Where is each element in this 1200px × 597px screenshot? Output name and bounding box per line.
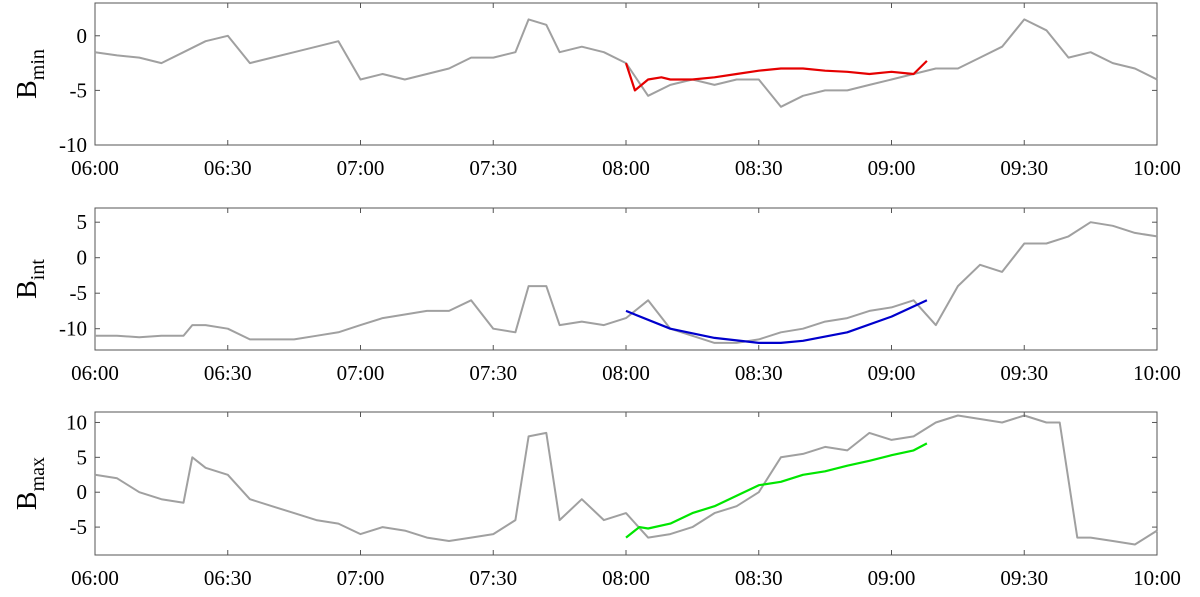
x-tick-label: 06:30 (204, 566, 252, 590)
x-tick-label: 08:30 (735, 566, 783, 590)
x-tick-label: 07:30 (469, 156, 517, 180)
series-raw (94, 414, 1158, 546)
plot-frame (94, 411, 1158, 556)
x-tick-label: 07:30 (469, 566, 517, 590)
x-tick-label: 08:30 (735, 361, 783, 385)
series-int_fit (625, 299, 928, 344)
x-tick-label: 07:00 (337, 156, 385, 180)
y-axis-label: Bmin (12, 49, 49, 99)
x-tick-label: 10:00 (1133, 156, 1181, 180)
x-tick-label: 06:00 (71, 566, 119, 590)
x-tick-label: 09:00 (868, 156, 916, 180)
x-tick-label: 07:30 (469, 361, 517, 385)
x-tick-label: 09:30 (1000, 156, 1048, 180)
x-tick-label: 07:00 (337, 361, 385, 385)
y-tick-label: 0 (77, 246, 88, 270)
plot-frame (94, 207, 1158, 351)
y-axis-label: Bmax (12, 457, 49, 510)
panel-1: 06:00 06:30 07:00 07:30 08:00 08:30 09:00 09:30… (12, 2, 1181, 180)
x-tick-label: 09:30 (1000, 361, 1048, 385)
panel-3: 06:00 06:30 07:00 07:30 08:00 08:30 09:00 09:30… (12, 410, 1181, 590)
y-axis-label-main: B (12, 80, 43, 99)
y-axis-label-sub: int (27, 259, 49, 281)
x-tick-label: 09:00 (868, 361, 916, 385)
x-tick-label: 06:00 (71, 156, 119, 180)
x-tick-label: 07:00 (337, 566, 385, 590)
y-axis-label-sub: max (27, 457, 49, 491)
y-tick-label: -5 (70, 281, 88, 305)
y-axis-label-sub: min (27, 49, 49, 80)
x-tick-label: 08:00 (602, 361, 650, 385)
panel-2: 06:00 06:30 07:00 07:30 08:00 08:30 09:00 09:30… (12, 207, 1181, 385)
y-tick-label: 5 (77, 445, 88, 469)
y-axis-label-main: B (12, 491, 43, 510)
x-tick-label: 08:00 (602, 156, 650, 180)
x-tick-label: 09:00 (868, 566, 916, 590)
plot-frame (94, 2, 1158, 146)
series-raw (95, 221, 1158, 344)
y-tick-label: 10 (66, 410, 87, 434)
y-tick-label: 0 (77, 480, 88, 504)
y-tick-label: -5 (70, 515, 88, 539)
x-tick-label: 06:00 (71, 361, 119, 385)
y-tick-label: 0 (77, 24, 88, 48)
series-max_fit (625, 442, 928, 539)
x-tick-label: 10:00 (1133, 566, 1181, 590)
x-tick-label: 10:00 (1133, 361, 1181, 385)
x-tick-label: 06:30 (204, 361, 252, 385)
y-tick-label: -5 (70, 78, 88, 102)
series-raw (94, 18, 1158, 108)
y-tick-label: 5 (77, 210, 88, 234)
x-tick-label: 08:00 (602, 566, 650, 590)
x-tick-label: 06:30 (204, 156, 252, 180)
y-axis-label-main: B (12, 280, 43, 299)
x-tick-label: 09:30 (1000, 566, 1048, 590)
y-tick-label: -10 (59, 317, 87, 341)
series-min_fit (624, 60, 928, 92)
y-tick-label: -10 (59, 133, 87, 157)
y-axis-label: Bint (12, 259, 49, 299)
x-tick-label: 08:30 (735, 156, 783, 180)
